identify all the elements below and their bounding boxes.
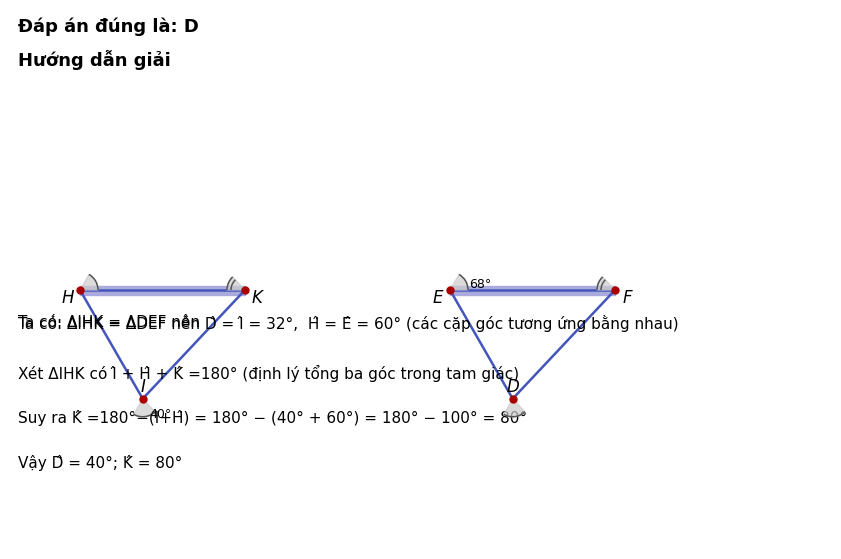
Wedge shape [504,399,525,417]
Text: Đáp án đúng là: D: Đáp án đúng là: D [18,18,198,36]
Text: F: F [622,289,632,307]
Text: Vậy D̂ = 40°; K̂ = 80°: Vậy D̂ = 40°; K̂ = 80° [18,455,182,471]
Text: Xét ΔIHK có Î + Ĥ + K̂ =180° (định lý tổng ba góc trong tam giác): Xét ΔIHK có Î + Ĥ + K̂ =180° (định lý … [18,365,519,382]
Text: I: I [140,378,145,396]
Text: D: D [506,378,519,396]
Wedge shape [227,277,245,290]
Text: 40°: 40° [150,408,172,421]
Text: K: K [251,289,262,307]
Polygon shape [450,286,615,295]
Polygon shape [80,286,245,295]
Wedge shape [80,274,98,290]
Text: Ta có: ΔIHK = ΔDEF nên D̂ = Î = 32°,  Ĥ = Ê = 60° (các cặp góc tương ứng bằng: Ta có: ΔIHK = ΔDEF nên D̂ = Î = 32°, Ĥ… [18,315,679,332]
Text: E: E [433,289,443,307]
Text: Hướng dẫn giải: Hướng dẫn giải [18,50,171,70]
Text: Ta có: ΔIHK = ΔDEF nên: Ta có: ΔIHK = ΔDEF nên [18,315,205,330]
Wedge shape [134,399,155,417]
Text: H: H [61,289,74,307]
Text: Suy ra K̂ =180°−(Î+Ĥ) = 180° − (40° + 60°) = 180° − 100° = 80°: Suy ra K̂ =180°−(Î+Ĥ) = 180° − (40° + … [18,410,527,426]
Text: 68°: 68° [469,278,491,291]
Wedge shape [450,274,468,290]
Wedge shape [597,277,615,290]
